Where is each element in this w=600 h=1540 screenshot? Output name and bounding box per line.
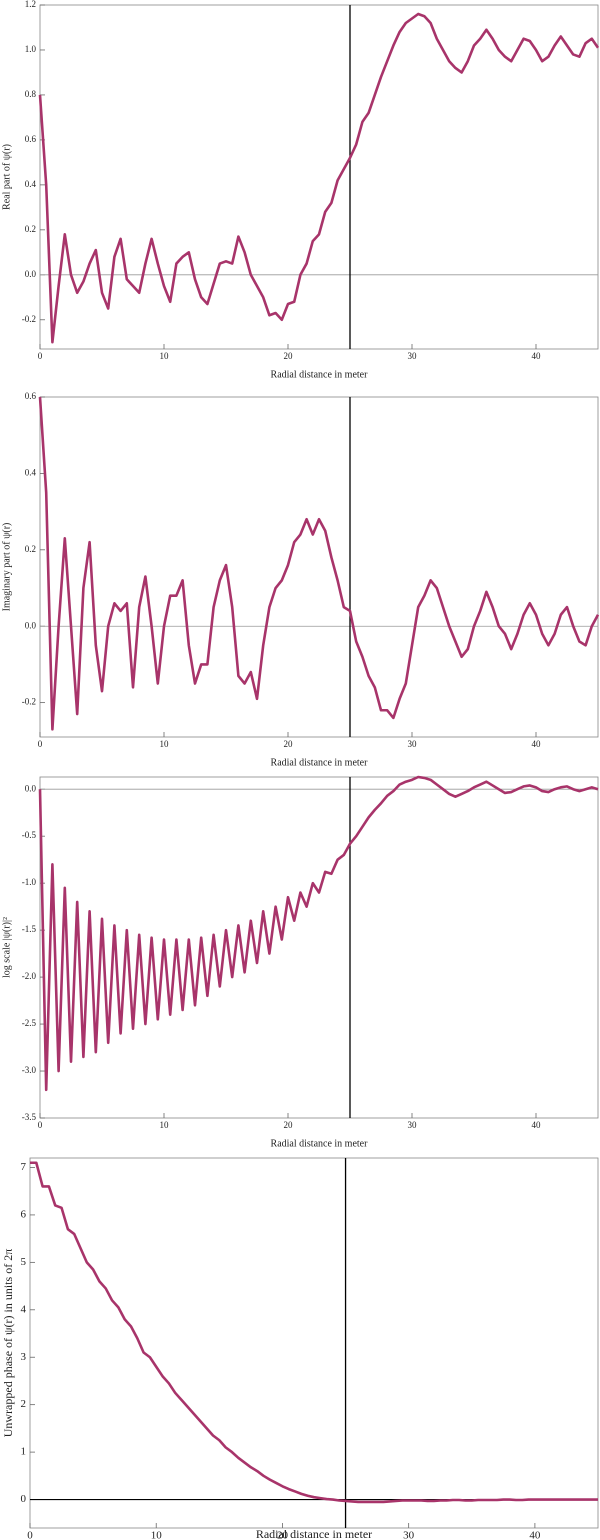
y-tick-label: 4 bbox=[21, 1303, 27, 1315]
x-tick-label: 20 bbox=[284, 1120, 294, 1130]
y-tick-label: 0 bbox=[21, 1493, 27, 1505]
plot-frame bbox=[39, 396, 599, 738]
y-tick-label: 0.4 bbox=[25, 467, 37, 477]
y-tick-label: -2.0 bbox=[22, 971, 37, 981]
x-tick-label: 20 bbox=[284, 351, 294, 361]
plot-frame bbox=[29, 1157, 599, 1529]
plot-frame bbox=[39, 776, 599, 1119]
x-tick-label: 30 bbox=[403, 1530, 415, 1540]
x-tick-label: 0 bbox=[38, 1120, 43, 1130]
data-line bbox=[30, 1161, 598, 1504]
x-tick-label: 20 bbox=[284, 739, 294, 749]
x-tick-label: 0 bbox=[38, 351, 43, 361]
y-tick-label: 3 bbox=[21, 1351, 27, 1363]
x-tick-label: 40 bbox=[532, 1120, 542, 1130]
y-tick-label: 2 bbox=[21, 1398, 27, 1410]
x-tick-label: 30 bbox=[408, 1120, 418, 1130]
x-tick-label: 10 bbox=[151, 1530, 163, 1540]
y-tick-label: 1.0 bbox=[25, 44, 37, 54]
y-tick-label: 1 bbox=[21, 1446, 27, 1458]
y-tick-label: -1.5 bbox=[22, 924, 37, 934]
y-tick-label: 0.0 bbox=[25, 269, 37, 279]
y-tick-label: -3.5 bbox=[22, 1112, 37, 1122]
y-axis-label: Unwrapped phase of ψ(r) in units of 2π bbox=[1, 1249, 15, 1438]
y-tick-label: -1.0 bbox=[22, 877, 37, 887]
plot-frame bbox=[39, 4, 599, 350]
y-tick-label: 0.8 bbox=[25, 89, 37, 99]
y-tick-label: -0.2 bbox=[22, 697, 36, 707]
x-axis-label: Radial distance in meter bbox=[271, 369, 369, 380]
data-line bbox=[38, 775, 599, 1092]
y-tick-label: -3.0 bbox=[22, 1065, 37, 1075]
y-tick-label: -0.2 bbox=[22, 314, 36, 324]
y-tick-label: 0.2 bbox=[25, 224, 36, 234]
y-tick-label: 0.6 bbox=[25, 391, 37, 401]
x-axis-label: Radial distance in meter bbox=[271, 1138, 369, 1149]
x-tick-label: 30 bbox=[408, 739, 418, 749]
y-tick-label: -2.5 bbox=[22, 1018, 37, 1028]
x-axis-label: Radial distance in meter bbox=[256, 1527, 372, 1540]
x-tick-label: 10 bbox=[160, 739, 170, 749]
y-tick-label: 0.4 bbox=[25, 179, 37, 189]
data-line bbox=[38, 12, 600, 344]
x-tick-label: 10 bbox=[160, 1120, 170, 1130]
data-line bbox=[38, 396, 600, 731]
y-tick-label: 7 bbox=[21, 1161, 27, 1173]
y-axis-label: Imaginary part of ψ(r) bbox=[1, 523, 12, 612]
y-tick-label: 6 bbox=[21, 1208, 27, 1220]
y-tick-label: 0.0 bbox=[25, 620, 37, 630]
y-tick-label: 5 bbox=[21, 1256, 27, 1268]
x-tick-label: 0 bbox=[38, 739, 43, 749]
x-axis-label: Radial distance in meter bbox=[271, 757, 369, 768]
x-tick-label: 0 bbox=[27, 1530, 33, 1540]
y-axis-label: log scale |ψ(r)|² bbox=[1, 917, 12, 978]
y-tick-label: -0.5 bbox=[22, 830, 37, 840]
y-tick-label: 0.6 bbox=[25, 134, 37, 144]
y-tick-label: 0.2 bbox=[25, 544, 36, 554]
x-tick-label: 10 bbox=[160, 351, 170, 361]
y-tick-label: 1.2 bbox=[25, 0, 36, 9]
x-tick-label: 20 bbox=[277, 1530, 289, 1540]
x-tick-label: 40 bbox=[529, 1530, 541, 1540]
y-axis-label: Real part of ψ(r) bbox=[1, 144, 12, 210]
x-tick-label: 30 bbox=[408, 351, 418, 361]
y-tick-label: 0.0 bbox=[25, 783, 37, 793]
x-tick-label: 40 bbox=[532, 351, 542, 361]
x-tick-label: 40 bbox=[532, 739, 542, 749]
